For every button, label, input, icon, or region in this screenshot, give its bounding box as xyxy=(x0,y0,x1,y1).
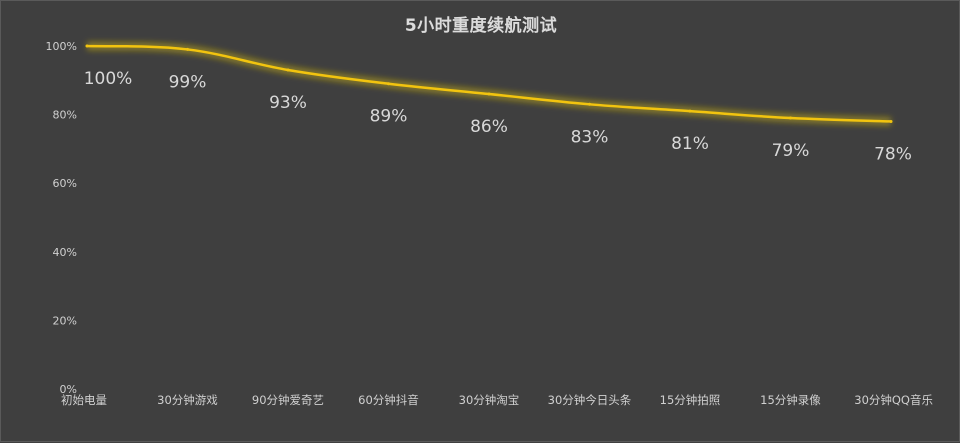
data-point xyxy=(186,47,189,51)
x-tick-label: 15分钟录像 xyxy=(760,393,821,407)
data-point xyxy=(387,82,390,86)
x-tick-label: 30分钟QQ音乐 xyxy=(854,393,933,407)
data-point xyxy=(688,109,692,113)
y-tick-label: 60% xyxy=(53,177,77,190)
y-tick-label: 100% xyxy=(46,40,77,53)
y-tick-label: 20% xyxy=(53,314,77,327)
data-label: 81% xyxy=(671,134,709,154)
data-label: 99% xyxy=(169,72,207,92)
data-point xyxy=(588,102,591,106)
x-tick-label: 30分钟淘宝 xyxy=(459,393,520,407)
data-point xyxy=(85,44,89,48)
data-point xyxy=(487,92,491,96)
x-tick-label: 30分钟游戏 xyxy=(157,393,218,407)
data-point xyxy=(889,119,893,123)
data-label: 93% xyxy=(269,93,307,113)
series-line xyxy=(85,44,893,123)
y-tick-label: 0% xyxy=(60,383,77,396)
x-tick-label: 60分钟抖音 xyxy=(358,393,419,407)
x-tick-label: 15分钟拍照 xyxy=(660,393,721,407)
data-label: 79% xyxy=(772,141,810,161)
series-line-glow xyxy=(86,41,892,126)
x-tick-label: 90分钟爱奇艺 xyxy=(252,393,324,407)
data-label: 100% xyxy=(84,69,133,89)
x-tick-label: 初始电量 xyxy=(61,393,107,407)
x-tick-label: 30分钟今日头条 xyxy=(548,393,632,407)
y-tick-label: 40% xyxy=(53,246,77,259)
data-point xyxy=(286,68,290,72)
data-label: 78% xyxy=(874,144,912,164)
series-layer xyxy=(85,41,893,126)
y-tick-label: 80% xyxy=(53,109,77,122)
data-labels: 100% 99% 93% 89% 86% 83% 81% 79% 78% xyxy=(84,69,912,164)
chart-title: 5小时重度续航测试 xyxy=(404,16,558,36)
y-axis-ticks: 0% 20% 40% 60% 80% 100% xyxy=(46,40,77,396)
data-point xyxy=(789,116,792,120)
x-axis-ticks: 初始电量 30分钟游戏 90分钟爱奇艺 60分钟抖音 30分钟淘宝 30分钟今日头条 15分… xyxy=(61,393,933,407)
data-label: 83% xyxy=(571,127,609,147)
data-label: 89% xyxy=(370,107,408,127)
data-label: 86% xyxy=(470,117,508,137)
